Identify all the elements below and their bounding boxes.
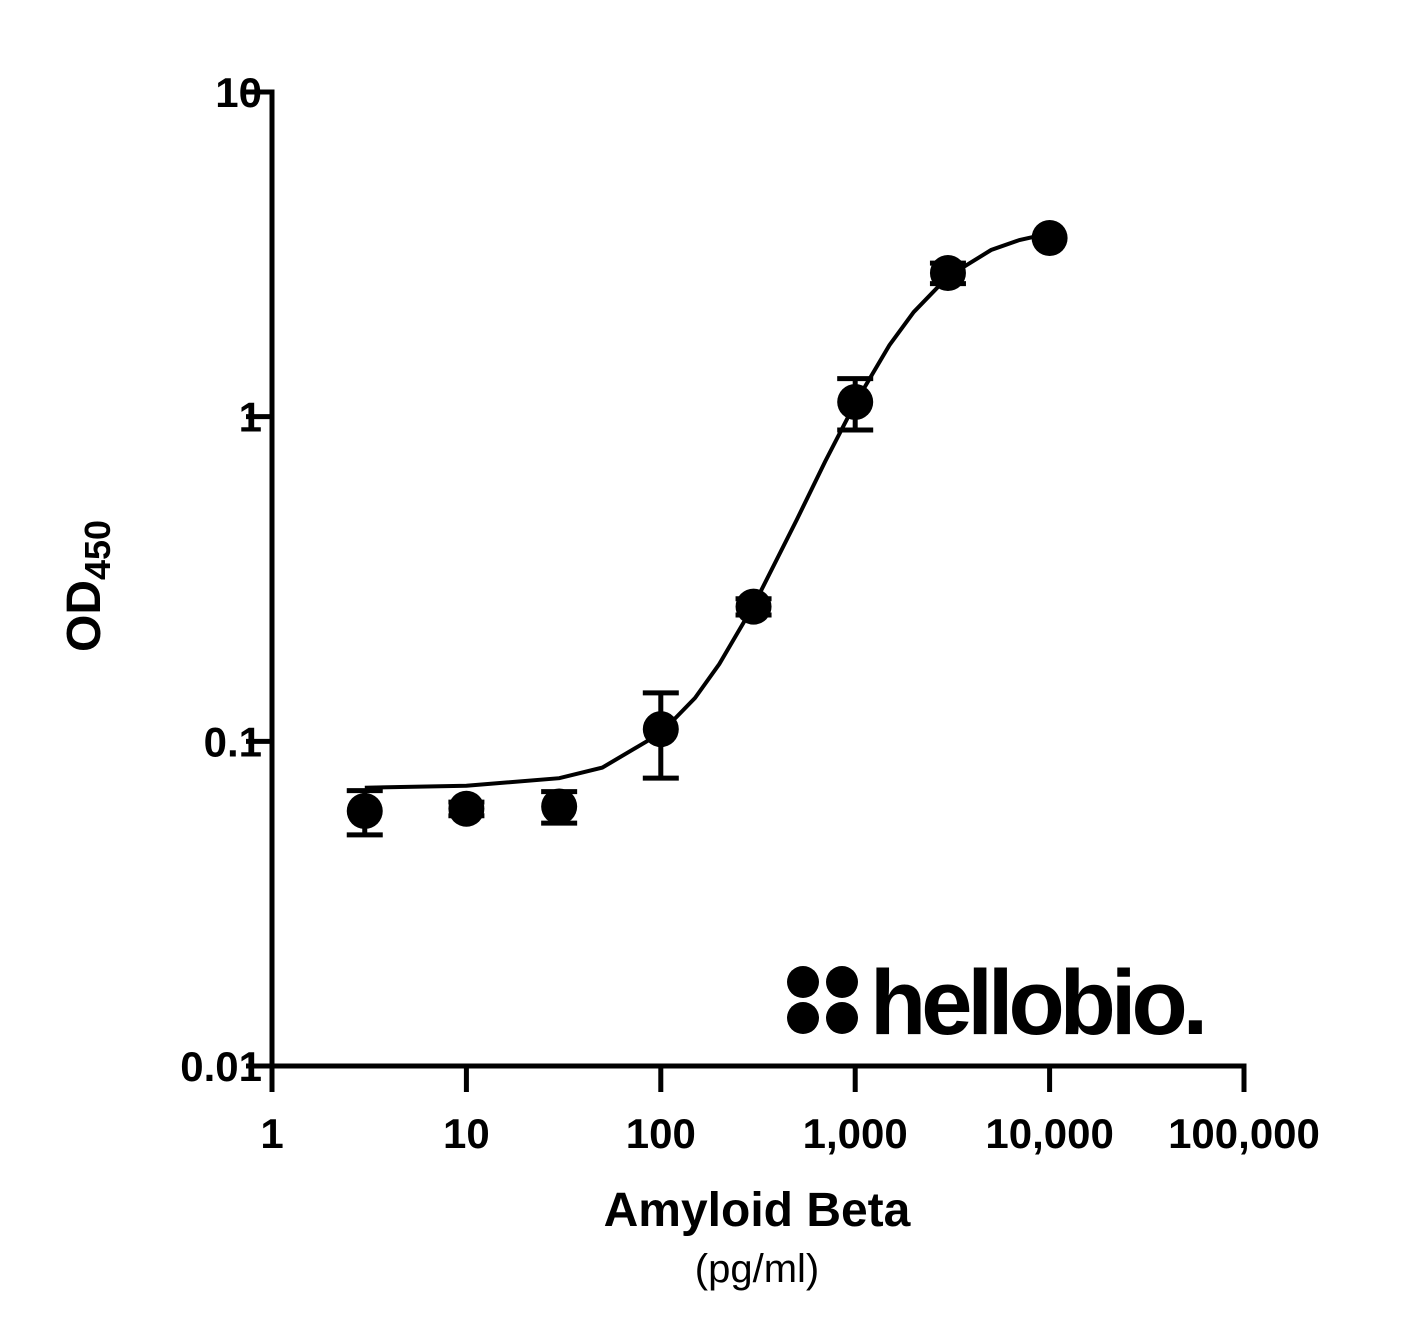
logo-dot (826, 1002, 858, 1034)
logo: hellobio. (787, 952, 1208, 1054)
data-point (929, 255, 966, 292)
y-axis-label-sub: 450 (77, 520, 118, 580)
data-point (642, 711, 679, 748)
x-tick-label: 1,000 (803, 1110, 908, 1157)
y-axis-label: OD450 (58, 520, 118, 652)
data-point (1031, 220, 1068, 257)
y-tick-label: 0.01 (180, 1043, 262, 1090)
x-tick-label: 100 (626, 1110, 696, 1157)
x-tick-label: 100,000 (1168, 1110, 1320, 1157)
data-point (448, 790, 485, 827)
x-axis-unit: (pg/ml) (695, 1247, 819, 1291)
x-tick-label: 1 (260, 1110, 283, 1157)
fit-curve (364, 231, 1051, 790)
y-tick-label: 1 (239, 394, 262, 441)
x-axis-label: Amyloid Beta (604, 1184, 911, 1237)
y-tick-label: 0.1 (204, 718, 262, 765)
y-tick-label: 10 (215, 69, 262, 116)
data-point (837, 383, 874, 420)
logo-dot (787, 1002, 819, 1034)
data-point (346, 793, 383, 830)
logo-dot (826, 966, 858, 998)
y-axis-label-main: OD (58, 580, 111, 652)
logo-text: hellobio. (870, 952, 1203, 1054)
logo-dot (787, 966, 819, 998)
x-tick-label: 10,000 (985, 1110, 1113, 1157)
data-point (541, 788, 578, 825)
data-point (735, 588, 772, 625)
x-tick-label: 10 (443, 1110, 490, 1157)
